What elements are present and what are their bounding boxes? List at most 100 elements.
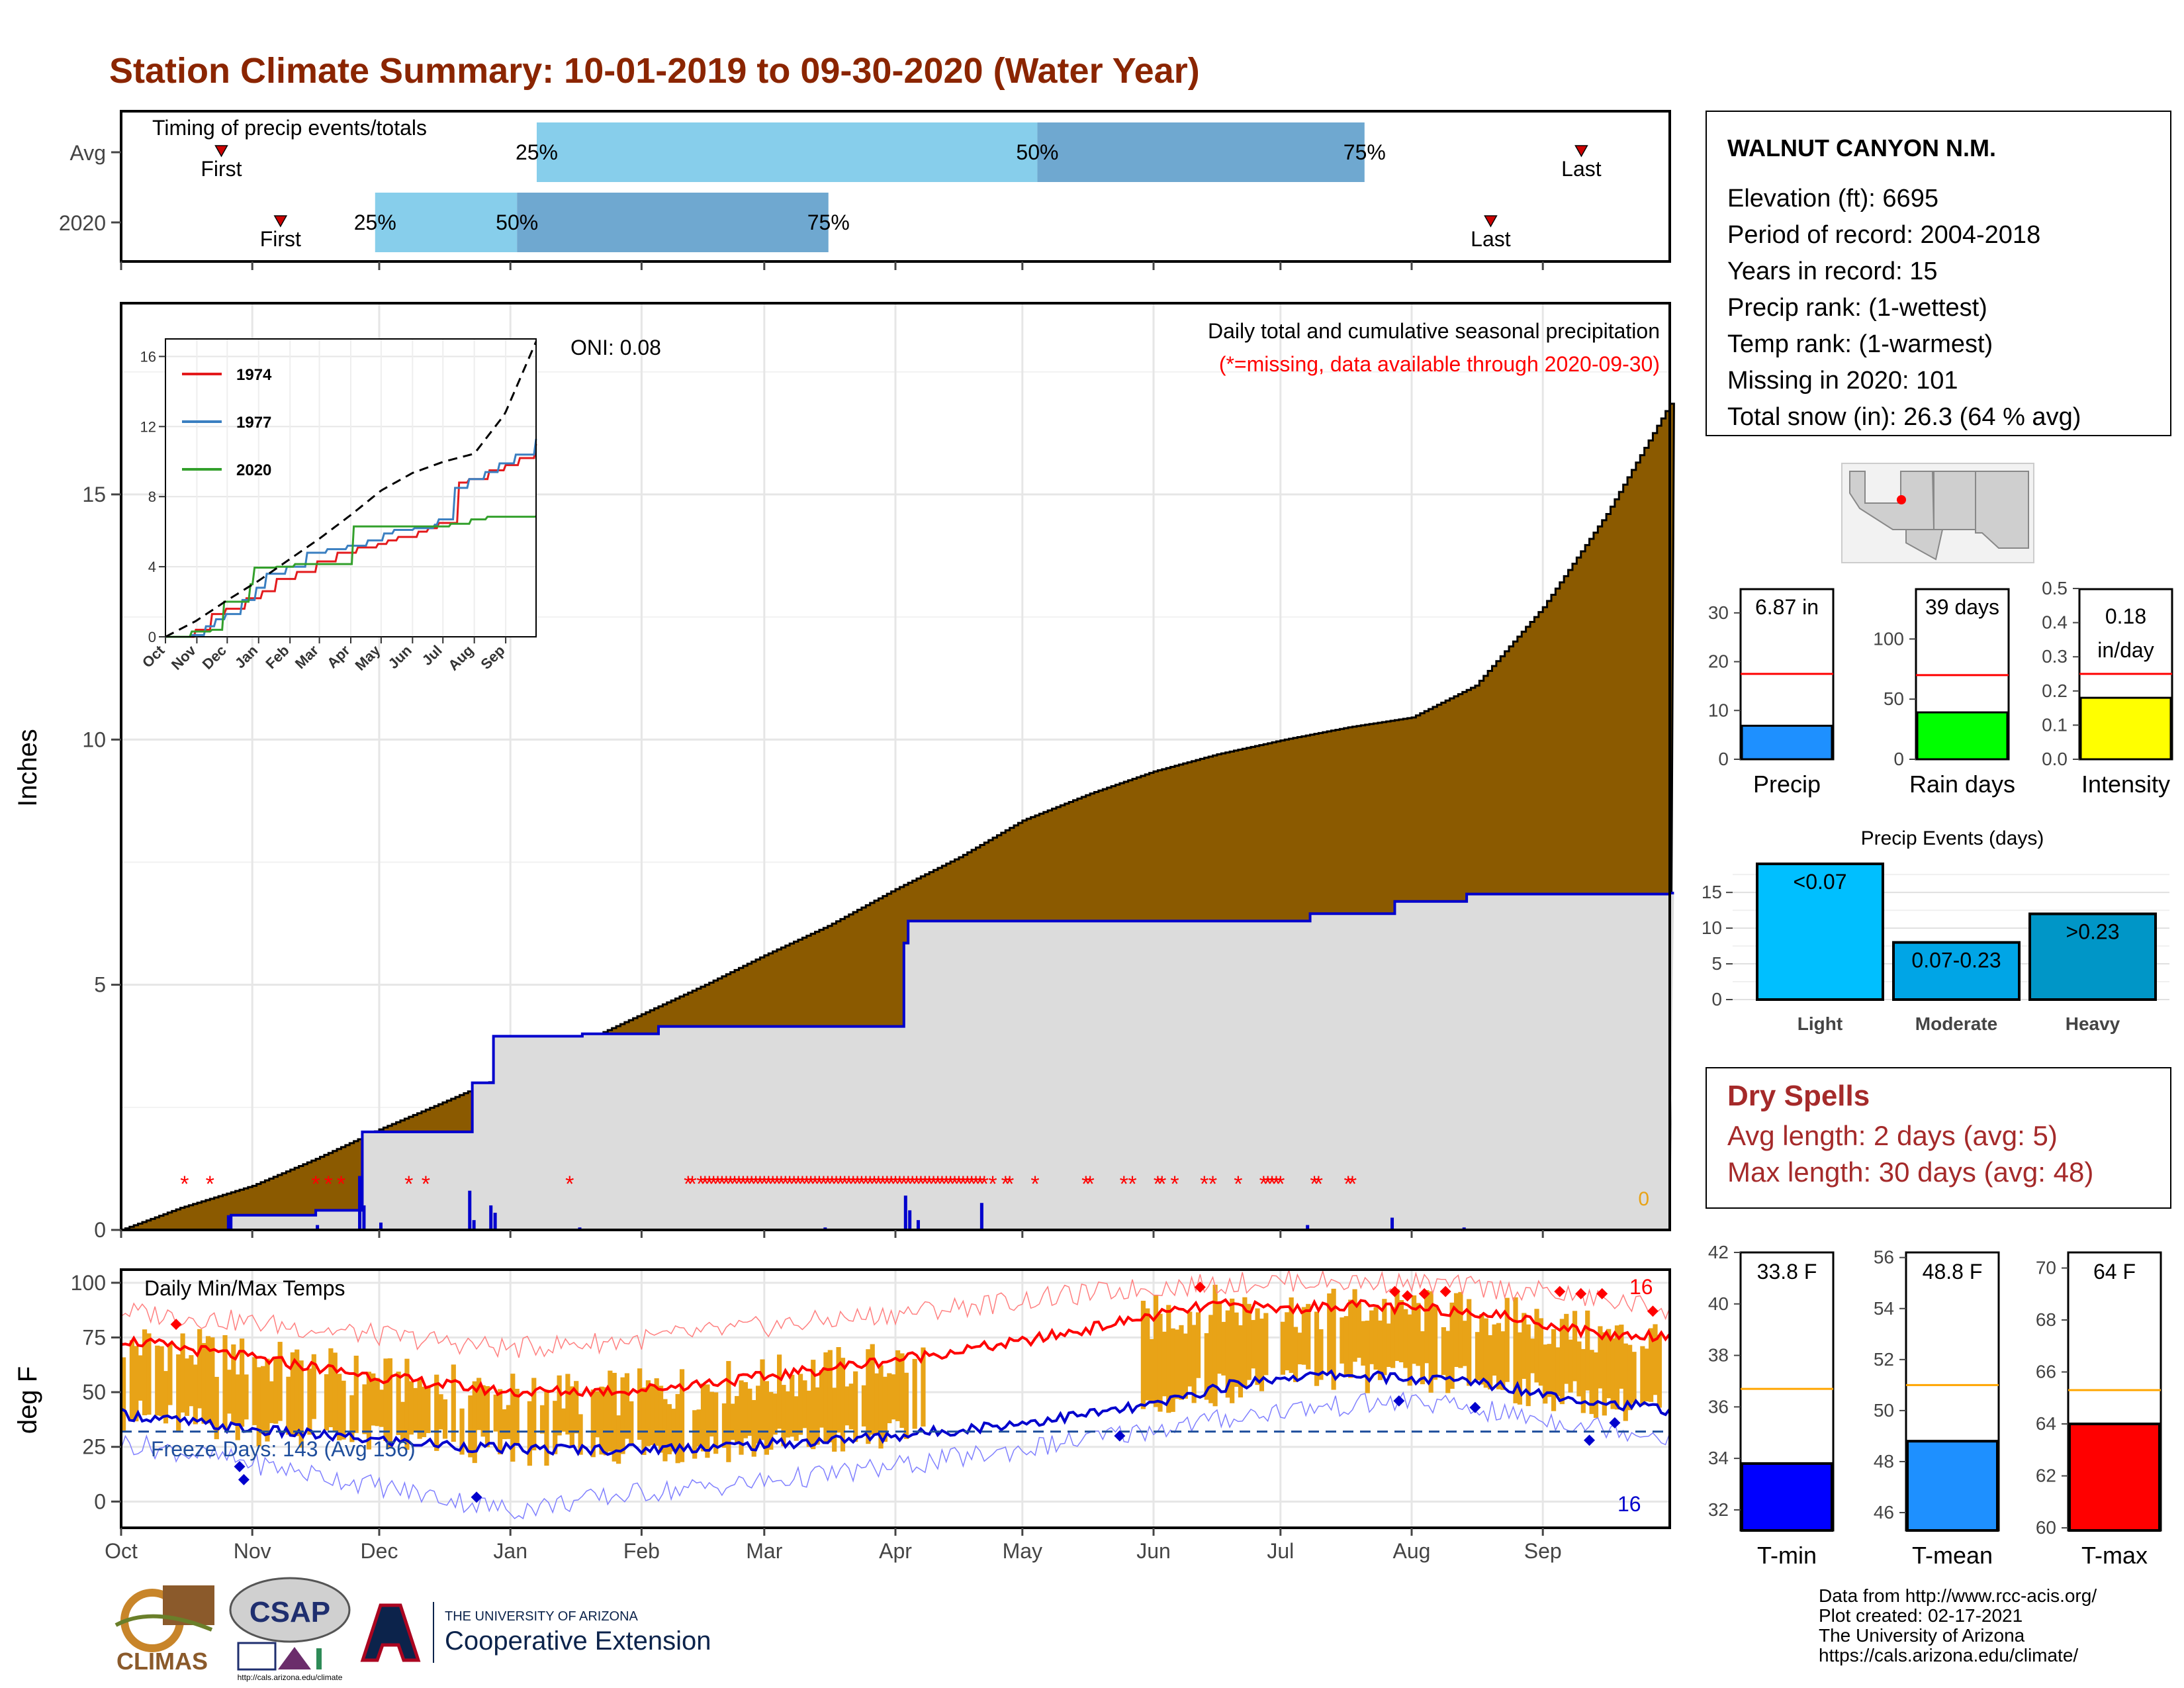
missing-day-marker: * [853, 1172, 862, 1197]
record-high-marker [1418, 1288, 1430, 1299]
daily-temp-range-bar [438, 1394, 443, 1430]
daily-temp-range-bar [1289, 1297, 1294, 1374]
missing-day-marker: * [696, 1172, 705, 1197]
stat-bar-name: Intensity [2081, 771, 2170, 798]
temp-y-tick-label: 0 [94, 1489, 106, 1513]
climas-logo-text: CLIMAS [116, 1648, 208, 1675]
missing-day-marker: * [904, 1172, 913, 1197]
daily-temp-range-bar [1394, 1289, 1400, 1361]
missing-note: (*=missing, data available through 2020-… [1219, 352, 1660, 376]
daily-precip-bar [1306, 1225, 1310, 1230]
station-info-frame [1706, 111, 2171, 436]
missing-day-marker: * [972, 1172, 980, 1197]
stat-bar-name: Precip [1753, 771, 1821, 798]
daily-temp-range-bar [1530, 1338, 1535, 1374]
missing-day-marker: * [954, 1172, 963, 1197]
daily-temp-range-bar [260, 1366, 266, 1434]
quartile-75-label: 75% [1343, 140, 1386, 164]
footer-credit-line: https://cals.arizona.edu/climate/ [1819, 1645, 2078, 1665]
missing-day-marker: * [1267, 1172, 1276, 1197]
timing-row-label: Avg [69, 141, 106, 165]
stat-bar-name: Rain days [1909, 771, 2015, 798]
inset-series-avg [165, 341, 537, 638]
month-label: Jul [1267, 1539, 1294, 1563]
daily-temp-range-bar [231, 1344, 236, 1425]
record-low-marker [1393, 1395, 1405, 1407]
quartile-50-label: 50% [496, 211, 538, 234]
daily-temp-range-bar [1653, 1324, 1658, 1395]
missing-day-marker: * [844, 1172, 853, 1197]
daily-temp-range-bar [298, 1360, 304, 1448]
missing-day-marker: * [772, 1172, 781, 1197]
events-bar-label: >0.23 [2066, 920, 2120, 944]
daily-temp-range-bar [1631, 1352, 1637, 1403]
daily-temp-range-bar [240, 1338, 245, 1427]
daily-temp-range-bar [1640, 1346, 1645, 1405]
daily-temp-range-bar [498, 1389, 503, 1455]
daily-temp-range-bar [912, 1358, 917, 1429]
daily-temp-range-bar [502, 1409, 507, 1440]
missing-day-marker: * [870, 1172, 878, 1197]
temp-stat-name: T-mean [1912, 1542, 1993, 1569]
map-region-south [1905, 529, 1944, 561]
daily-temp-range-bar [1606, 1329, 1612, 1399]
daily-temp-range-bar [514, 1388, 520, 1444]
quartile-75-label: 75% [807, 211, 850, 234]
daily-temp-range-bar [1373, 1307, 1379, 1370]
daily-temp-range-bar [866, 1349, 871, 1444]
inset-legend: 1974 1977 2020 [182, 366, 272, 479]
daily-temp-range-bar [1314, 1311, 1320, 1386]
daily-temp-range-bar [1255, 1308, 1260, 1385]
temp-y-tick-label: 100 [71, 1271, 106, 1295]
daily-temp-range-bar [921, 1347, 926, 1427]
daily-temp-range-bar [700, 1383, 706, 1452]
stat-y-tick-label: 0.5 [2042, 578, 2068, 598]
map-state-west [1849, 471, 1935, 530]
missing-day-marker: * [1343, 1172, 1352, 1197]
month-label: Oct [105, 1539, 138, 1563]
temp-lines [120, 1269, 1671, 1520]
events-y-tick-label: 0 [1711, 989, 1722, 1009]
daily-temp-range-bar [244, 1374, 249, 1420]
missing-day-marker: * [836, 1172, 844, 1197]
daily-temp-range-bar [1246, 1303, 1251, 1380]
daily-precip-bar [362, 1205, 366, 1230]
daily-temp-range-bar [870, 1344, 875, 1435]
quartile-bar-50-75 [1037, 122, 1365, 182]
missing-day-marker: * [1310, 1172, 1318, 1197]
daily-temp-range-bar [1161, 1331, 1167, 1397]
missing-day-marker: * [946, 1172, 954, 1197]
missing-day-marker: * [1234, 1172, 1242, 1197]
quartile-bar-25-50 [536, 122, 1038, 182]
daily-temp-range-bar [608, 1370, 613, 1452]
daily-temp-range-bar [1619, 1325, 1624, 1389]
stat-y-tick-label: 0 [1718, 749, 1729, 769]
missing-day-marker: * [768, 1172, 777, 1197]
daily-temp-range-bar [1238, 1325, 1244, 1398]
daily-temp-range-bar [1496, 1323, 1502, 1389]
daily-temp-range-bar [1572, 1311, 1578, 1382]
missing-day-marker: * [786, 1172, 794, 1197]
daily-temp-range-bar [413, 1387, 418, 1432]
daily-temp-range-bar [629, 1401, 634, 1444]
temp-stat-bars: 32 34 36 38 40 42 33.8 F T-min 46 48 50 52 54 56 48.8 … [1708, 1242, 2162, 1569]
daily-temp-range-bar [823, 1352, 829, 1443]
month-label: Mar [746, 1539, 782, 1563]
missing-day-marker: * [827, 1172, 836, 1197]
last-event-label: Last [1561, 157, 1602, 181]
daily-temp-range-bar [760, 1359, 765, 1440]
temp-y-axis-label: deg F [13, 1366, 42, 1434]
precip-areas [121, 402, 1675, 1231]
daily-temp-range-bar [1412, 1295, 1417, 1364]
precip-events-title: Precip Events (days) [1861, 827, 2044, 849]
missing-day-marker: * [938, 1172, 946, 1197]
daily-temp-range-bar [1564, 1313, 1569, 1384]
precip-events-chart: Precip Events (days) 0 5 10 15 <0.07 Light 0.0… [1702, 827, 2169, 1034]
first-event-marker [273, 215, 288, 228]
daily-temp-range-bar [565, 1374, 570, 1435]
daily-temp-range-bar [785, 1391, 790, 1438]
daily-temp-range-bar [226, 1370, 232, 1414]
temp-stat-y-tick-label: 54 [1874, 1298, 1894, 1319]
inset-y-tick-label: 8 [148, 489, 156, 505]
daily-temp-range-bar [1488, 1335, 1493, 1389]
